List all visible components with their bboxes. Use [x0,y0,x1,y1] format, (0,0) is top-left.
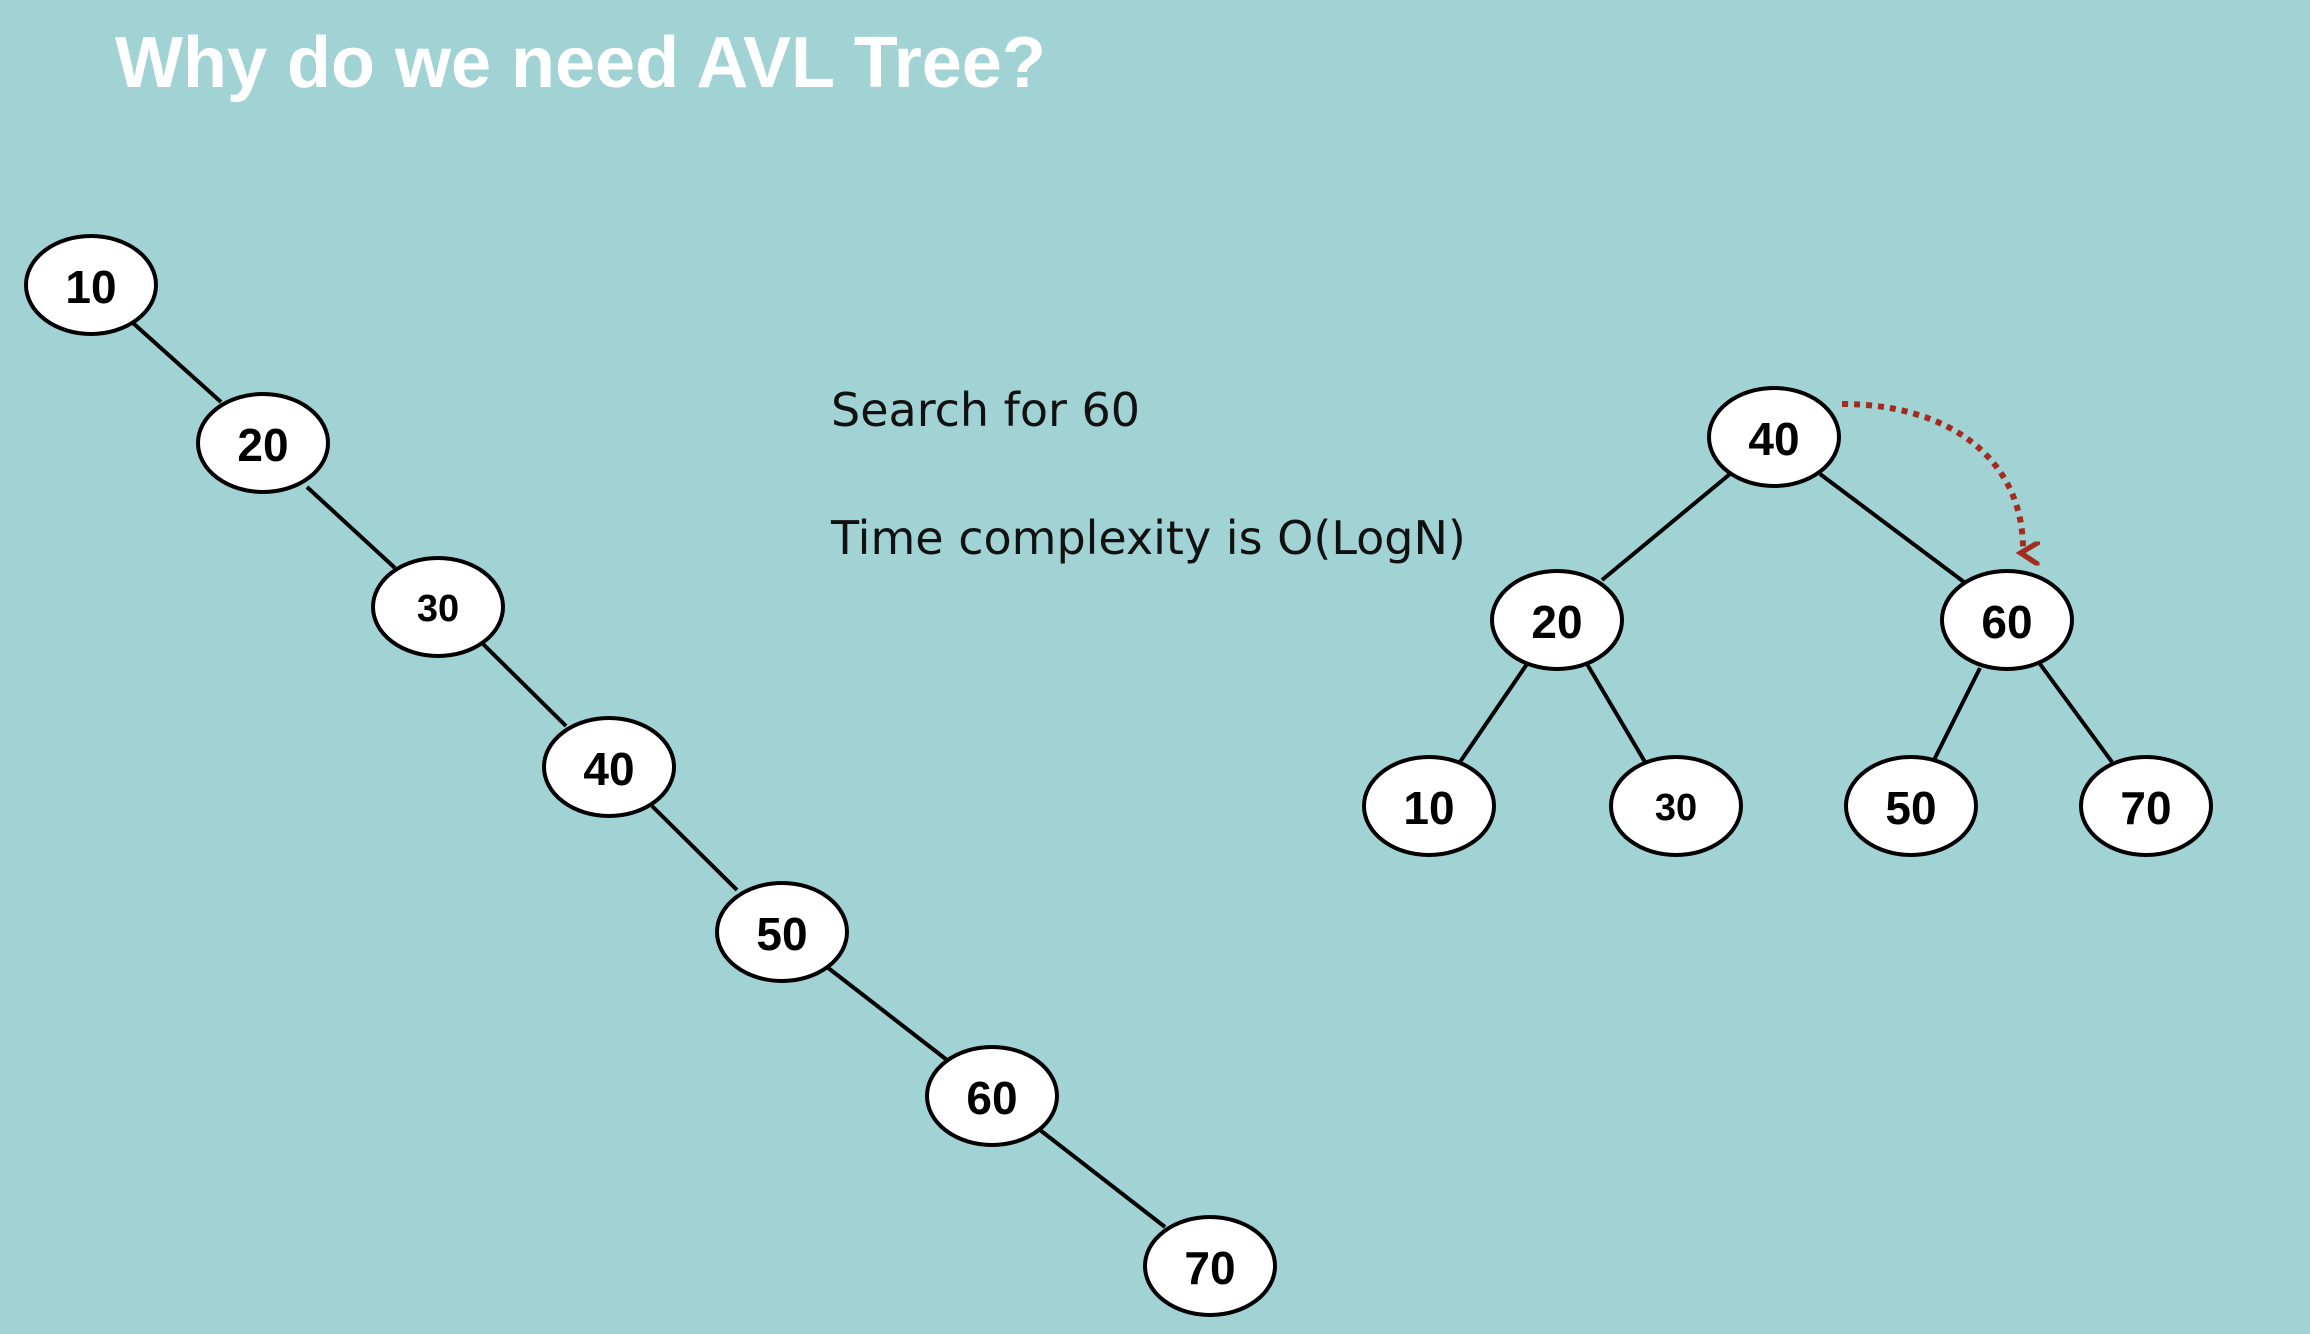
skewed-node: 10 [24,234,158,336]
node-label: 60 [1981,596,2032,648]
balanced-tree: 40 20 60 10 30 50 70 [1362,386,2213,857]
node-label: 40 [583,743,634,795]
complexity-note: Time complexity is O(LogN) [831,511,1466,565]
balanced-node: 60 [1940,569,2074,671]
node-label: 20 [237,419,288,471]
node-label: 70 [1184,1242,1235,1294]
balanced-node: 40 [1707,386,1841,488]
node-label: 50 [756,908,807,960]
slide-title: Why do we need AVL Tree? [115,23,1046,103]
skewed-tree: 10 20 30 40 50 60 70 [24,234,1277,1317]
skewed-edge [305,485,397,570]
skewed-node: 30 [371,556,505,658]
node-label: 30 [1655,787,1697,829]
search-note: Search for 60 [831,383,1141,437]
skewed-node: 40 [542,716,676,818]
skewed-edge [1038,1128,1167,1229]
skewed-edge [825,965,949,1062]
skewed-node: 20 [196,392,330,494]
balanced-node: 30 [1609,755,1743,857]
balanced-node: 10 [1362,755,1496,857]
node-label: 10 [1403,782,1454,834]
skewed-edge [650,804,739,892]
search-path-arrow [1841,401,2023,553]
node-label: 10 [65,261,116,313]
node-label: 50 [1885,782,1936,834]
node-label: 70 [2120,782,2171,834]
skewed-node: 60 [925,1045,1059,1147]
skewed-edge [131,321,223,404]
balanced-node: 20 [1490,569,1624,671]
node-label: 30 [417,588,459,630]
balanced-edge [1818,472,1966,584]
node-label: 60 [966,1072,1017,1124]
skewed-edge [479,640,568,728]
balanced-node: 50 [1844,755,1978,857]
balanced-node: 70 [2079,755,2213,857]
balanced-edge [1585,662,1647,764]
balanced-edge [1458,662,1529,764]
balanced-edge [1931,667,1982,763]
balanced-edge [1600,472,1732,582]
node-label: 40 [1748,413,1799,465]
node-label: 20 [1531,596,1582,648]
skewed-node: 50 [715,881,849,983]
skewed-node: 70 [1143,1215,1277,1317]
balanced-edge [2038,662,2114,764]
